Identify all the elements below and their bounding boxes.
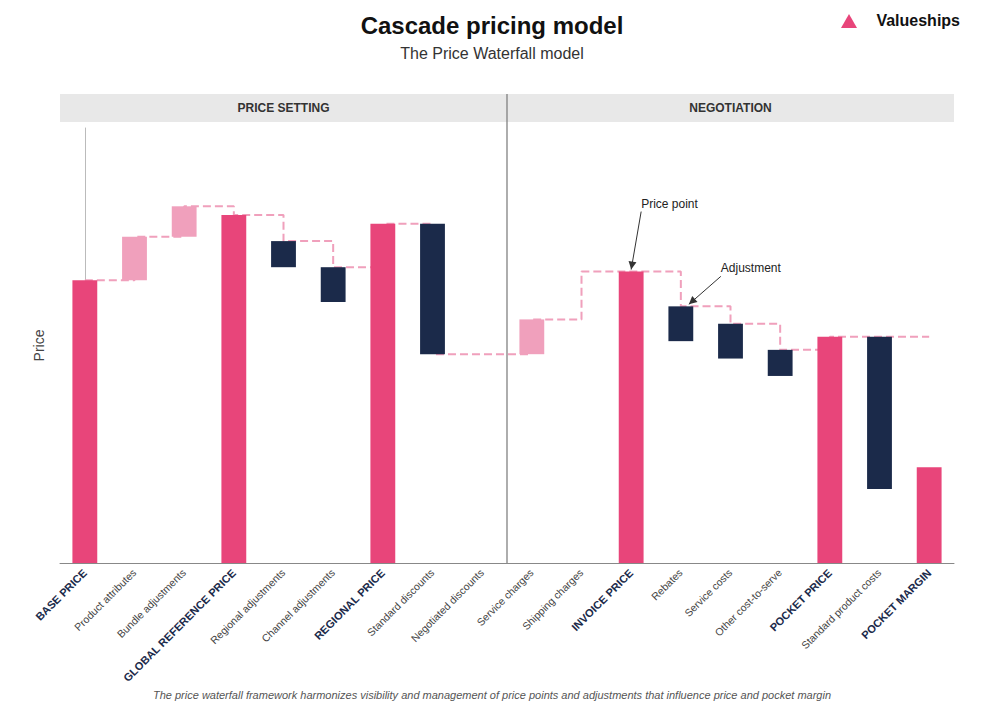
svg-text:INVOICE PRICE: INVOICE PRICE bbox=[569, 567, 635, 633]
svg-text:POCKET PRICE: POCKET PRICE bbox=[767, 566, 835, 634]
svg-text:Channel adjustments: Channel adjustments bbox=[259, 567, 338, 645]
svg-text:Other cost-to-serve: Other cost-to-serve bbox=[712, 567, 785, 639]
svg-text:Adjustment: Adjustment bbox=[721, 261, 782, 275]
svg-text:Standard discounts: Standard discounts bbox=[365, 567, 437, 639]
svg-text:Negotiated discounts: Negotiated discounts bbox=[409, 567, 486, 644]
svg-text:Service costs: Service costs bbox=[683, 567, 735, 619]
svg-text:REGIONAL PRICE: REGIONAL PRICE bbox=[311, 566, 388, 642]
svg-text:The price waterfall framework: The price waterfall framework harmonizes… bbox=[153, 689, 831, 701]
svg-text:Product attributes: Product attributes bbox=[72, 567, 139, 633]
svg-text:GLOBAL REFERENCE PRICE: GLOBAL REFERENCE PRICE bbox=[121, 566, 239, 684]
svg-text:Standard product costs: Standard product costs bbox=[799, 567, 883, 651]
svg-text:Rebates: Rebates bbox=[649, 567, 684, 602]
svg-text:NEGOTIATION: NEGOTIATION bbox=[689, 101, 771, 115]
svg-text:Price point: Price point bbox=[641, 197, 698, 211]
svg-text:BASE PRICE: BASE PRICE bbox=[33, 567, 89, 623]
svg-text:Price: Price bbox=[31, 329, 47, 361]
svg-text:Bundle adjustments: Bundle adjustments bbox=[115, 567, 189, 640]
svg-text:POCKET MARGIN: POCKET MARGIN bbox=[859, 567, 934, 642]
svg-text:Valueships: Valueships bbox=[876, 12, 960, 29]
svg-text:The Price Waterfall model: The Price Waterfall model bbox=[400, 45, 583, 62]
svg-text:Service charges: Service charges bbox=[474, 567, 536, 629]
svg-text:Regional adjustments: Regional adjustments bbox=[208, 567, 288, 647]
svg-text:Cascade pricing model: Cascade pricing model bbox=[361, 12, 624, 39]
svg-text:Shipping charges: Shipping charges bbox=[520, 567, 586, 633]
svg-text:PRICE SETTING: PRICE SETTING bbox=[237, 101, 329, 115]
